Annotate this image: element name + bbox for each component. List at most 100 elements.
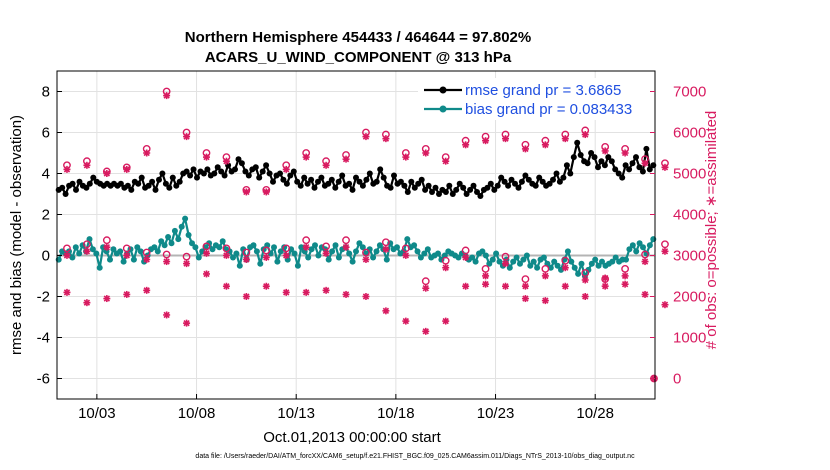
data-point — [467, 186, 474, 193]
data-point — [159, 170, 166, 177]
footnote: data file: /Users/raeder/DAI/ATM_forcXX/… — [195, 453, 635, 460]
obs-assimilated-marker — [462, 253, 470, 261]
data-point — [633, 154, 639, 161]
data-point — [325, 256, 332, 263]
data-point — [283, 180, 290, 187]
data-point — [609, 258, 616, 265]
obs-assimilated-marker — [242, 256, 250, 263]
data-point — [640, 244, 646, 251]
obs-assimilated-marker-stroke — [83, 299, 91, 306]
x-axis-label: Oct.01,2013 00:00:00 start — [263, 429, 441, 446]
obs-assimilated-marker-stroke — [562, 264, 569, 271]
obs-assimilated-marker-stroke — [641, 258, 649, 265]
obs-assimilated-marker-stroke — [183, 260, 190, 267]
obs-assimilated-marker-stroke — [342, 291, 350, 298]
obs-assimilated-marker-stroke — [362, 256, 370, 263]
obs-possible-marker — [342, 236, 350, 245]
data-point — [134, 244, 141, 251]
data-point — [574, 139, 581, 146]
data-point — [297, 182, 304, 189]
obs-assimilated-marker — [123, 165, 131, 173]
obs-assimilated-marker-stroke — [283, 289, 290, 296]
obs-assimilated-marker-stroke — [522, 145, 529, 153]
data-point — [553, 170, 560, 177]
legend-bias-label: bias grand pr = 0.083433 — [465, 101, 632, 118]
data-point — [633, 248, 640, 255]
data-point — [318, 174, 325, 181]
data-point — [397, 178, 404, 185]
obs-assimilated-marker — [521, 295, 529, 303]
obs-assimilated-marker — [661, 301, 669, 309]
obs-assimilated-marker-stroke — [303, 244, 310, 251]
obs-possible-marker — [521, 275, 530, 284]
obs-assimilated-marker-stroke — [362, 133, 370, 140]
data-point — [154, 248, 161, 255]
data-point — [615, 170, 622, 177]
data-point — [626, 246, 633, 253]
data-point — [169, 174, 176, 181]
obs-assimilated-marker — [521, 282, 529, 290]
obs-assimilated-marker-stroke — [123, 252, 130, 259]
obs-assimilated-marker — [362, 133, 370, 141]
obs-assimilated-marker-stroke — [482, 281, 489, 288]
data-point — [636, 240, 643, 247]
obs-possible-marker — [581, 269, 590, 277]
obs-assimilated-marker-stroke — [621, 149, 629, 157]
data-point — [469, 254, 476, 261]
obs-assimilated-marker — [362, 293, 370, 300]
data-point — [449, 191, 456, 197]
obs-assimilated-marker-stroke — [462, 283, 469, 290]
obs-assimilated-marker-stroke — [223, 283, 230, 290]
obs-assimilated-marker-stroke — [382, 135, 390, 142]
data-point — [156, 176, 162, 183]
right-y-tick-label: 0 — [673, 371, 681, 388]
obs-possible-marker — [601, 275, 610, 284]
data-point — [356, 178, 363, 185]
data-point — [636, 164, 643, 171]
data-point — [325, 180, 332, 187]
obs-possible-marker — [262, 246, 271, 255]
obs-assimilated-marker — [422, 284, 430, 292]
data-point — [563, 162, 570, 169]
obs-assimilated-marker-stroke — [243, 293, 250, 300]
y-tick-label: -4 — [37, 330, 50, 347]
obs-assimilated-marker-stroke — [83, 248, 91, 255]
data-point — [525, 176, 532, 183]
obs-assimilated-marker-stroke — [562, 283, 569, 290]
data-point — [72, 244, 79, 251]
obs-assimilated-marker — [402, 251, 410, 259]
x-tick-label: 10/08 — [178, 405, 216, 422]
data-point — [178, 223, 185, 230]
data-point — [256, 174, 263, 181]
data-point — [359, 182, 366, 189]
data-point — [591, 154, 598, 161]
obs-assimilated-marker — [322, 161, 330, 169]
obs-count-series — [63, 87, 669, 383]
data-point — [86, 180, 93, 187]
data-point — [567, 170, 574, 177]
obs-assimilated-marker — [482, 137, 490, 145]
obs-assimilated-marker-stroke — [422, 328, 429, 335]
data-point — [290, 168, 297, 175]
data-point — [578, 260, 585, 267]
data-point — [417, 254, 424, 261]
data-point — [117, 180, 124, 187]
data-point — [257, 260, 264, 267]
right-y-tick-label: 3000 — [673, 248, 706, 265]
data-point — [608, 158, 615, 165]
obs-assimilated-marker-stroke — [621, 281, 629, 288]
data-point — [370, 254, 377, 261]
obs-assimilated-marker — [83, 299, 91, 307]
data-point — [83, 184, 90, 191]
obs-assimilated-marker-stroke — [602, 282, 609, 290]
right-y-tick-label: 2000 — [673, 289, 706, 306]
y-axis-label: rmse and bias (model - observation) — [8, 115, 25, 355]
data-point — [266, 170, 273, 177]
obs-assimilated-marker — [282, 165, 290, 173]
data-point — [332, 184, 339, 191]
obs-assimilated-marker — [183, 260, 191, 268]
obs-assimilated-marker — [661, 163, 669, 171]
obs-assimilated-marker-stroke — [163, 92, 170, 99]
data-point — [629, 242, 636, 249]
obs-assimilated-marker-stroke — [63, 166, 71, 173]
